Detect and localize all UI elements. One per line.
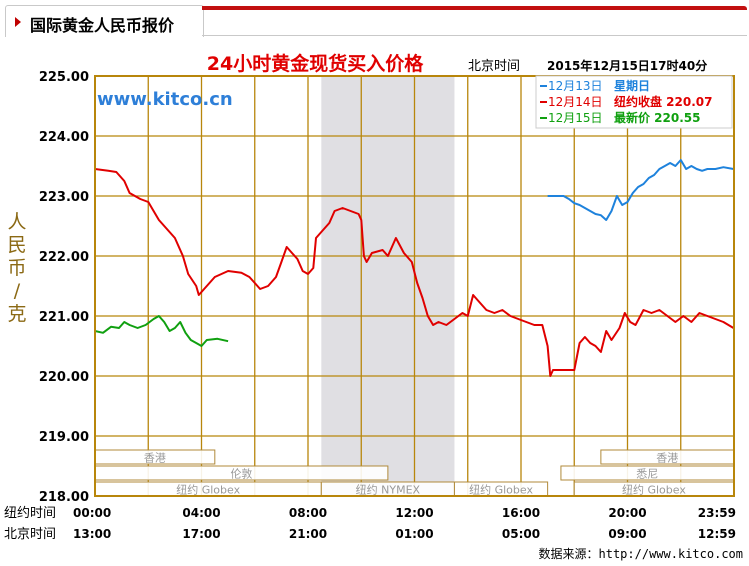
- tab-divider: [202, 35, 747, 36]
- x-tick-label: 12:00: [395, 506, 433, 520]
- session-label: 香港: [656, 452, 678, 465]
- price-series: [94, 159, 735, 377]
- timestamp: 2015年12月15日17时40分: [547, 58, 707, 73]
- x-tick-label: 01:00: [395, 527, 433, 541]
- session-label: 纽约 NYMEX: [356, 483, 421, 497]
- legend-note: 星期日: [614, 78, 650, 93]
- session-label: 纽约 Globex: [622, 483, 686, 497]
- session-label: 纽约 Globex: [176, 483, 240, 497]
- chart-title: 24小时黄金现货买入价格: [207, 52, 424, 75]
- series-line: [547, 159, 734, 221]
- x-tick-label: 23:59: [698, 506, 736, 520]
- x-tick-label: 04:00: [182, 506, 220, 520]
- tab-arrow-icon: [15, 17, 21, 27]
- legend-box: [535, 75, 733, 129]
- watermark: www.kitco.cn: [97, 89, 233, 110]
- x-tick-label: 09:00: [608, 527, 646, 541]
- y-axis-label-char: 币: [7, 257, 26, 279]
- x-tick-label: 08:00: [289, 506, 327, 520]
- legend-note: 最新价 220.55: [614, 110, 701, 125]
- x-tick-label: 12:59: [698, 527, 736, 541]
- tab-accent-bar: [202, 6, 747, 10]
- y-axis-label-char: /: [14, 280, 21, 302]
- legend: 12月13日 星期日 12月14日 纽约收盘 220.07 12月15日 最新价 220.…: [535, 75, 733, 129]
- x-tick-label: 20:00: [608, 506, 646, 520]
- legend-label: 12月15日: [548, 111, 603, 125]
- y-axis-label-char: 民: [7, 234, 26, 256]
- session-label: 悉尼: [636, 468, 658, 481]
- y-axis-label-char: 克: [7, 303, 26, 325]
- series-line: [94, 315, 229, 347]
- tab-gold-cny-quote[interactable]: 国际黄金人民币报价: [5, 5, 204, 37]
- x-tick-labels: 纽约时间 00:00 04:00 08:00 12:00 16:00 20:00 23:59 北…: [4, 506, 736, 542]
- session-label: 香港: [144, 452, 166, 465]
- legend-note: 纽约收盘 220.07: [614, 94, 713, 109]
- plot-border: [94, 75, 735, 497]
- y-tick-label: 224.00: [39, 130, 89, 145]
- x-tick-label: 16:00: [502, 506, 540, 520]
- x-axis-row-label: 北京时间: [4, 527, 56, 542]
- y-tick-labels: 225.00 224.00 223.00 222.00 221.00 220.00 219.…: [39, 70, 89, 505]
- y-tick-label: 220.00: [39, 370, 89, 385]
- series-line: [94, 168, 735, 377]
- x-tick-label: 05:00: [502, 527, 540, 541]
- legend-label: 12月14日: [548, 95, 603, 109]
- data-source: 数据来源：http://www.kitco.com: [538, 547, 744, 561]
- session-label: 纽约 Globex: [469, 483, 533, 497]
- y-tick-label: 225.00: [39, 70, 89, 85]
- y-axis-label: 人民币/克: [7, 211, 26, 325]
- nymex-shaded-region: [321, 76, 455, 496]
- y-tick-label: 218.00: [39, 490, 89, 505]
- y-tick-label: 222.00: [39, 250, 89, 265]
- session-label: 伦敦: [230, 467, 252, 481]
- y-axis-label-char: 人: [7, 211, 26, 233]
- y-tick-label: 223.00: [39, 190, 89, 205]
- timestamp-label: 北京时间: [468, 59, 520, 74]
- x-tick-label: 13:00: [73, 527, 111, 541]
- x-tick-label: 21:00: [289, 527, 327, 541]
- y-tick-label: 219.00: [39, 430, 89, 445]
- tab-bar: 国际黄金人民币报价: [0, 0, 749, 38]
- legend-label: 12月13日: [548, 79, 603, 93]
- tab-title: 国际黄金人民币报价: [30, 16, 175, 35]
- y-tick-label: 221.00: [39, 310, 89, 325]
- x-tick-label: 00:00: [73, 506, 111, 520]
- x-tick-label: 17:00: [182, 527, 220, 541]
- x-axis-row-label: 纽约时间: [4, 506, 56, 521]
